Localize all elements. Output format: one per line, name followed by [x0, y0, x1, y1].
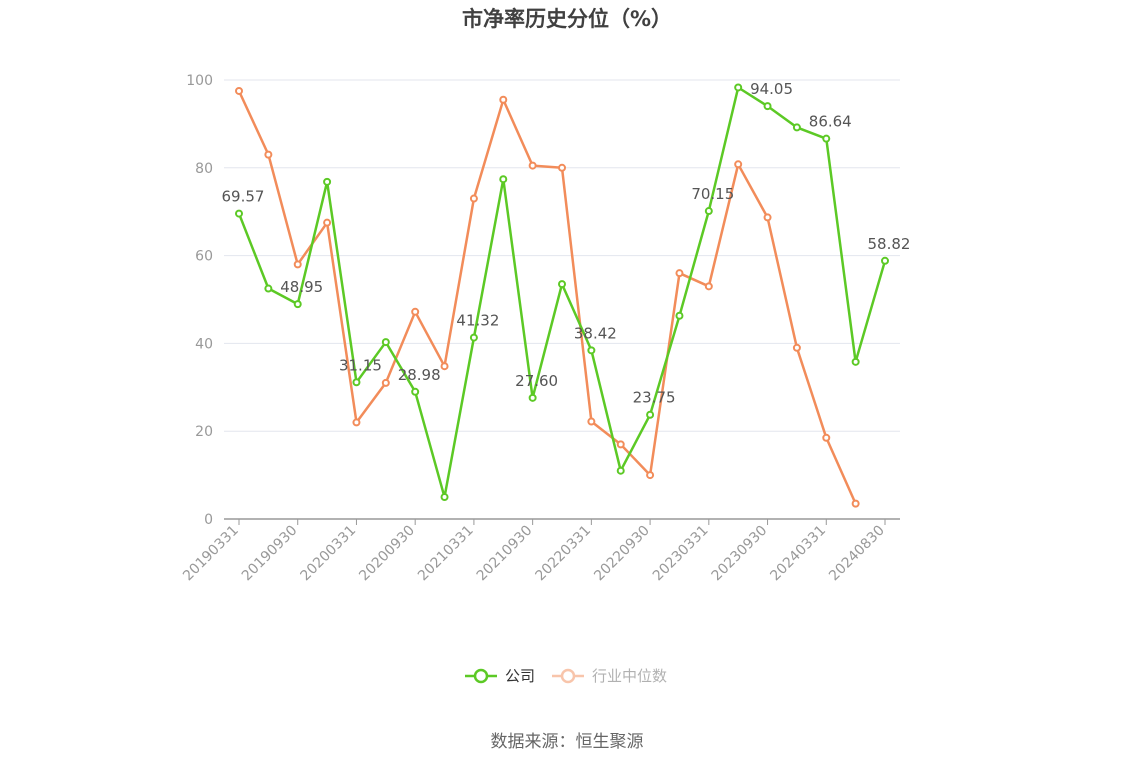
chart-title: 市净率历史分位（%） — [462, 7, 672, 31]
source-note: 数据来源：恒生聚源 — [491, 732, 644, 752]
data-point[interactable] — [646, 471, 655, 480]
data-label: 70.15 — [691, 185, 734, 203]
data-point[interactable] — [734, 160, 743, 169]
legend-marker-icon — [560, 668, 576, 684]
x-tick-label: 20190331 — [180, 523, 242, 585]
legend[interactable]: 公司 行业中位数 — [465, 667, 667, 685]
data-point[interactable] — [528, 393, 537, 402]
data-label: 28.98 — [398, 366, 441, 384]
data-point[interactable] — [616, 440, 625, 449]
series-layer: 69.57 48.95 31.15 28.98 41.32 27.60 38.42 23.75… — [222, 80, 911, 508]
data-point[interactable] — [763, 213, 772, 222]
data-point[interactable] — [381, 338, 390, 347]
x-tick-label: 20240331 — [767, 523, 829, 585]
x-tick-label: 20230930 — [709, 523, 771, 585]
data-point[interactable] — [675, 269, 684, 278]
data-point[interactable] — [822, 433, 831, 442]
series-line — [237, 86, 887, 499]
data-point[interactable] — [675, 311, 684, 320]
data-point[interactable] — [235, 86, 243, 95]
data-label: 58.82 — [868, 235, 911, 253]
data-labels: 69.57 48.95 31.15 28.98 41.32 27.60 38.42 23.75… — [222, 80, 911, 407]
data-point[interactable] — [587, 417, 596, 426]
data-label: 31.15 — [339, 356, 382, 374]
data-point[interactable] — [352, 378, 361, 387]
data-point[interactable] — [411, 387, 420, 396]
grid — [224, 79, 900, 432]
x-tick-label: 20230331 — [650, 523, 712, 585]
series-industry-median — [235, 86, 860, 508]
data-point[interactable] — [851, 499, 860, 508]
data-point[interactable] — [528, 161, 537, 170]
data-point[interactable] — [558, 163, 566, 172]
data-label: 38.42 — [574, 324, 617, 342]
data-point[interactable] — [646, 410, 655, 419]
x-tick-label: 20200930 — [356, 523, 418, 585]
data-point[interactable] — [587, 346, 596, 355]
data-label: 27.60 — [515, 372, 558, 390]
data-point[interactable] — [881, 256, 889, 265]
data-point[interactable] — [792, 343, 801, 352]
y-axis: 0 20 40 60 80 100 — [186, 73, 213, 528]
y-tick-label: 60 — [195, 249, 213, 265]
y-tick-label: 20 — [195, 424, 213, 440]
data-point[interactable] — [792, 123, 801, 132]
legend-marker-icon — [473, 668, 489, 684]
data-point[interactable] — [704, 207, 713, 216]
data-point[interactable] — [411, 307, 420, 316]
data-point[interactable] — [293, 300, 302, 309]
data-point[interactable] — [734, 83, 743, 92]
data-point[interactable] — [822, 134, 831, 143]
x-tick-label: 20200331 — [298, 523, 360, 585]
x-tick-label: 20220930 — [591, 523, 653, 585]
data-point[interactable] — [851, 357, 860, 366]
data-label: 86.64 — [809, 113, 852, 131]
series-line — [237, 90, 857, 505]
data-point[interactable] — [499, 175, 508, 184]
legend-label: 公司 — [505, 667, 535, 685]
data-label: 23.75 — [633, 389, 676, 407]
x-tick-label: 20210331 — [415, 523, 477, 585]
y-tick-label: 80 — [195, 161, 213, 177]
x-axis: 2019033120190930202003312020093020210331… — [180, 518, 900, 585]
y-tick-label: 0 — [204, 512, 213, 528]
data-point[interactable] — [381, 378, 390, 387]
data-point[interactable] — [558, 280, 566, 289]
legend-item-company[interactable]: 公司 — [465, 667, 535, 685]
data-point[interactable] — [323, 218, 332, 227]
data-point[interactable] — [469, 333, 478, 342]
x-tick-label: 20220331 — [532, 523, 594, 585]
data-label: 69.57 — [222, 188, 265, 206]
data-label: 94.05 — [750, 80, 793, 98]
y-tick-label: 100 — [186, 73, 213, 89]
data-label: 41.32 — [456, 312, 499, 330]
data-point[interactable] — [440, 493, 449, 502]
data-point[interactable] — [352, 418, 361, 427]
x-tick-label: 20240830 — [826, 523, 888, 585]
data-point[interactable] — [264, 284, 273, 293]
data-point[interactable] — [704, 282, 713, 291]
data-point[interactable] — [293, 260, 302, 269]
y-tick-label: 40 — [195, 336, 213, 352]
series-company — [235, 83, 889, 502]
data-point[interactable] — [469, 194, 478, 203]
data-point[interactable] — [499, 95, 508, 104]
x-tick-label: 20190930 — [239, 523, 301, 585]
x-tick-label: 20210930 — [474, 523, 536, 585]
data-point[interactable] — [440, 362, 449, 371]
data-point[interactable] — [616, 466, 625, 475]
data-point[interactable] — [264, 150, 273, 159]
data-point[interactable] — [323, 177, 332, 186]
legend-item-industry-median[interactable]: 行业中位数 — [552, 667, 667, 685]
data-point[interactable] — [235, 209, 243, 218]
legend-label: 行业中位数 — [592, 667, 667, 685]
data-label: 48.95 — [280, 278, 323, 296]
data-point[interactable] — [763, 102, 772, 111]
